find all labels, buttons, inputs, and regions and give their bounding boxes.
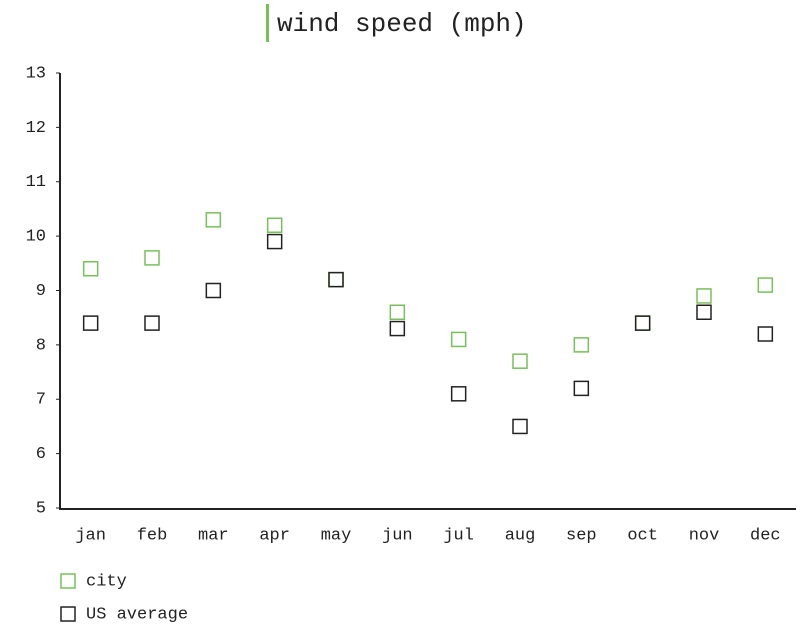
y-tick-label: 6 xyxy=(36,445,46,464)
chart-title: wind speed (mph) xyxy=(277,9,527,39)
marker xyxy=(82,261,99,277)
legend-label: city xyxy=(86,572,127,591)
y-tick-label: 10 xyxy=(26,228,46,247)
marker xyxy=(144,250,160,266)
x-tick-label: jul xyxy=(443,526,474,545)
x-tick-label: sep xyxy=(566,526,597,545)
marker xyxy=(328,271,344,288)
marker xyxy=(696,288,712,304)
x-tick-label: oct xyxy=(627,526,658,545)
y-tick-label: 7 xyxy=(36,391,46,410)
marker xyxy=(512,418,528,435)
legend-label: US average xyxy=(86,605,188,624)
marker xyxy=(205,282,222,299)
x-tick-label: feb xyxy=(137,526,168,545)
marker xyxy=(82,315,99,331)
marker xyxy=(634,315,651,331)
y-tick-label: 13 xyxy=(26,64,46,83)
marker xyxy=(450,331,467,348)
marker xyxy=(757,326,774,342)
legend-marker xyxy=(60,606,76,622)
marker xyxy=(573,380,590,397)
y-tick-label: 12 xyxy=(26,119,46,138)
marker xyxy=(266,217,283,233)
x-tick-label: dec xyxy=(750,526,781,545)
marker xyxy=(450,386,467,402)
marker xyxy=(573,337,590,353)
marker xyxy=(389,320,406,337)
y-tick-label: 9 xyxy=(36,282,46,301)
x-tick-label: aug xyxy=(505,526,536,545)
title-accent xyxy=(266,4,269,42)
marker xyxy=(512,353,528,369)
marker xyxy=(266,233,283,250)
x-tick-label: jun xyxy=(382,526,413,545)
x-tick-label: apr xyxy=(259,526,290,545)
marker xyxy=(205,212,222,228)
marker xyxy=(696,304,712,320)
marker xyxy=(634,315,651,331)
marker xyxy=(328,271,344,288)
marker xyxy=(389,304,406,320)
marker xyxy=(757,277,774,293)
marker xyxy=(144,315,160,331)
x-tick-label: mar xyxy=(198,526,229,545)
x-tick-label: jan xyxy=(75,526,106,545)
x-tick-label: may xyxy=(321,526,352,545)
y-tick-label: 5 xyxy=(36,499,46,518)
y-tick-label: 8 xyxy=(36,336,46,355)
y-tick-label: 11 xyxy=(26,173,46,192)
x-tick-label: nov xyxy=(689,526,720,545)
legend-marker xyxy=(60,573,76,589)
